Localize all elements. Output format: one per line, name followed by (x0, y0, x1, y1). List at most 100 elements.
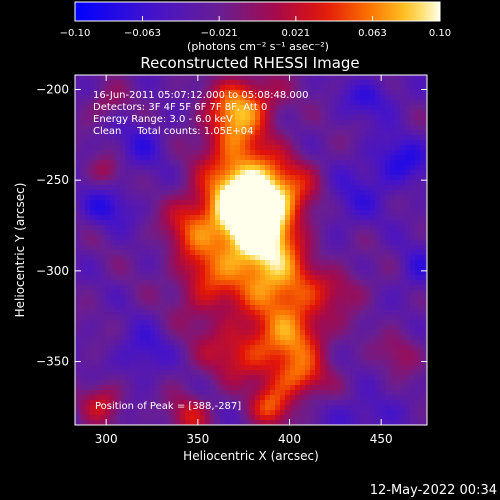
heatmap-cell (370, 315, 376, 321)
heatmap-cell (305, 155, 311, 161)
heatmap-cell (145, 235, 151, 241)
heatmap-cell (275, 225, 281, 231)
heatmap-cell (85, 165, 91, 171)
heatmap-cell (325, 395, 331, 401)
heatmap-cell (125, 375, 131, 381)
heatmap-cell (345, 410, 351, 416)
heatmap-cell (300, 290, 306, 296)
heatmap-cell (175, 220, 181, 226)
heatmap-cell (120, 255, 126, 261)
heatmap-cell (165, 415, 171, 421)
heatmap-cell (205, 210, 211, 216)
heatmap-cell (145, 375, 151, 381)
heatmap-cell (280, 185, 286, 191)
heatmap-cell (295, 320, 301, 326)
heatmap-cell (220, 155, 226, 161)
heatmap-cell (100, 225, 106, 231)
heatmap-cell (395, 245, 401, 251)
heatmap-cell (355, 290, 361, 296)
heatmap-cell (160, 265, 166, 271)
heatmap-cell (250, 295, 256, 301)
heatmap-cell (415, 235, 421, 241)
heatmap-cell (365, 330, 371, 336)
heatmap-cell (110, 385, 116, 391)
heatmap-cell (240, 250, 246, 256)
heatmap-cell (260, 180, 266, 186)
heatmap-cell (215, 280, 221, 286)
heatmap-cell (375, 405, 381, 411)
heatmap-cell (180, 415, 186, 421)
heatmap-cell (135, 120, 141, 126)
heatmap-cell (290, 205, 296, 211)
heatmap-cell (305, 185, 311, 191)
heatmap-cell (170, 345, 176, 351)
heatmap-cell (250, 225, 256, 231)
heatmap-cell (220, 305, 226, 311)
heatmap-cell (240, 95, 246, 101)
heatmap-cell (265, 235, 271, 241)
heatmap-cell (255, 110, 261, 116)
heatmap-cell (415, 75, 421, 81)
heatmap-cell (275, 260, 281, 266)
heatmap-cell (210, 335, 216, 341)
heatmap-cell (405, 410, 411, 416)
heatmap-cell (190, 100, 196, 106)
heatmap-cell (390, 300, 396, 306)
heatmap-cell (255, 200, 261, 206)
heatmap-cell (200, 225, 206, 231)
heatmap-cell (300, 400, 306, 406)
heatmap-cell (230, 245, 236, 251)
heatmap-cell (135, 155, 141, 161)
heatmap-cell (185, 330, 191, 336)
heatmap-cell (180, 405, 186, 411)
heatmap-cell (75, 170, 81, 176)
heatmap-cell (145, 125, 151, 131)
heatmap-cell (280, 350, 286, 356)
heatmap-cell (130, 235, 136, 241)
heatmap-cell (285, 105, 291, 111)
heatmap-cell (190, 270, 196, 276)
heatmap-cell (410, 350, 416, 356)
heatmap-cell (360, 385, 366, 391)
heatmap-cell (235, 350, 241, 356)
heatmap-cell (330, 360, 336, 366)
heatmap-cell (100, 405, 106, 411)
heatmap-cell (190, 80, 196, 86)
heatmap-cell (235, 265, 241, 271)
heatmap-cell (310, 275, 316, 281)
heatmap-cell (85, 315, 91, 321)
heatmap-cell (230, 415, 236, 421)
heatmap-cell (285, 155, 291, 161)
heatmap-cell (310, 280, 316, 286)
heatmap-cell (215, 230, 221, 236)
heatmap-cell (190, 170, 196, 176)
heatmap-cell (165, 335, 171, 341)
heatmap-cell (265, 335, 271, 341)
heatmap-cell (240, 75, 246, 81)
heatmap-cell (285, 290, 291, 296)
heatmap-cell (235, 240, 241, 246)
heatmap-cell (375, 330, 381, 336)
heatmap-cell (360, 350, 366, 356)
heatmap-cell (130, 115, 136, 121)
heatmap-cell (300, 150, 306, 156)
heatmap-cell (110, 335, 116, 341)
heatmap-cell (275, 345, 281, 351)
heatmap-cell (130, 415, 136, 421)
heatmap-cell (350, 345, 356, 351)
heatmap-cell (120, 110, 126, 116)
heatmap-cell (200, 410, 206, 416)
heatmap-cell (95, 175, 101, 181)
heatmap-cell (190, 400, 196, 406)
heatmap-cell (330, 295, 336, 301)
heatmap-cell (420, 100, 426, 106)
heatmap-cell (380, 400, 386, 406)
heatmap-cell (405, 285, 411, 291)
heatmap-cell (375, 105, 381, 111)
heatmap-cell (150, 420, 156, 425)
heatmap-cell (265, 90, 271, 96)
heatmap-cell (415, 115, 421, 121)
heatmap-cell (275, 120, 281, 126)
heatmap-cell (395, 345, 401, 351)
heatmap-cell (390, 305, 396, 311)
